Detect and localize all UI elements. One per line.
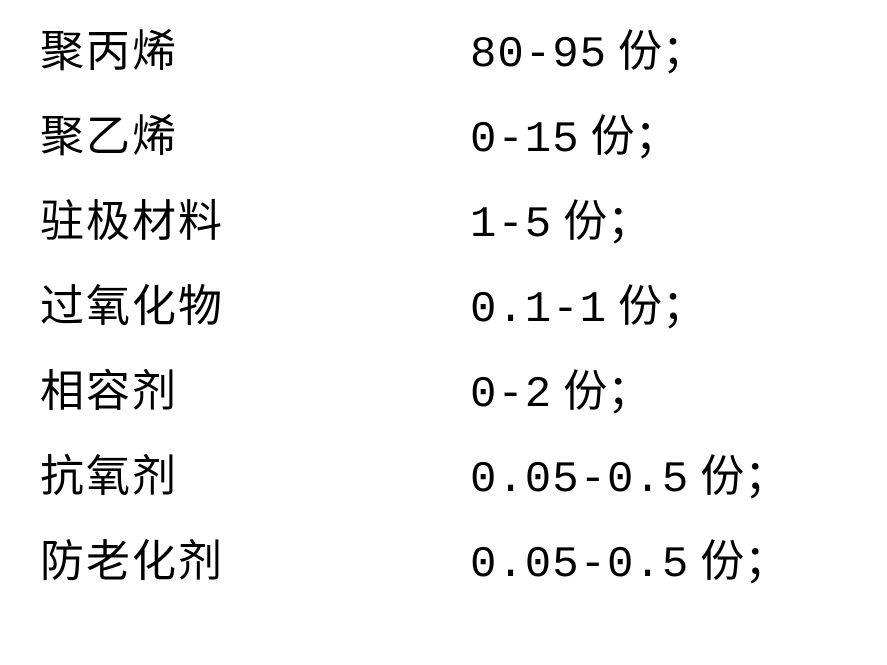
ingredient-name: 聚丙烯 <box>40 30 470 74</box>
ingredient-amount: 0.05-0.5 份； <box>470 540 788 587</box>
ingredients-table: 聚丙烯 80-95 份； 聚乙烯 0-15 份； 驻极材料 1-5 份； 过氧化… <box>0 0 887 655</box>
ingredient-name: 驻极材料 <box>40 200 470 244</box>
table-row: 聚丙烯 80-95 份； <box>40 30 847 77</box>
ingredient-amount: 0-15 份； <box>470 115 679 162</box>
table-row: 相容剂 0-2 份； <box>40 370 847 417</box>
ingredient-amount: 0-2 份； <box>470 370 651 417</box>
table-row: 抗氧剂 0.05-0.5 份； <box>40 455 847 502</box>
table-row: 驻极材料 1-5 份； <box>40 200 847 247</box>
ingredient-amount: 80-95 份； <box>470 30 706 77</box>
table-row: 聚乙烯 0-15 份； <box>40 115 847 162</box>
table-row: 防老化剂 0.05-0.5 份； <box>40 540 847 587</box>
ingredient-name: 聚乙烯 <box>40 115 470 159</box>
ingredient-name: 过氧化物 <box>40 285 470 329</box>
ingredient-name: 防老化剂 <box>40 540 470 584</box>
ingredient-amount: 1-5 份； <box>470 200 651 247</box>
table-row: 过氧化物 0.1-1 份； <box>40 285 847 332</box>
ingredient-name: 抗氧剂 <box>40 455 470 499</box>
ingredient-amount: 0.05-0.5 份； <box>470 455 788 502</box>
ingredient-name: 相容剂 <box>40 370 470 414</box>
ingredient-amount: 0.1-1 份； <box>470 285 706 332</box>
